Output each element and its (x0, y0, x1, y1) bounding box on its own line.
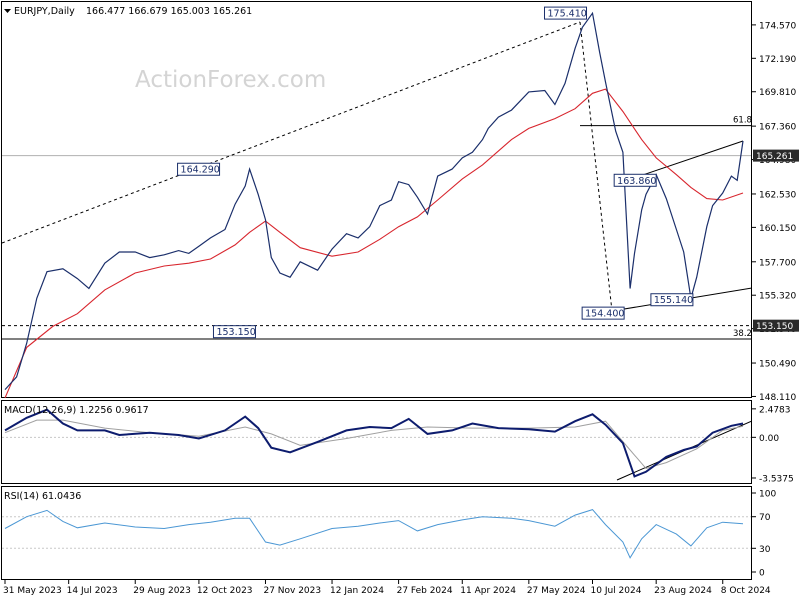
price-line (4, 11, 744, 391)
price-tick-label: 162.530 (759, 190, 796, 200)
x-tick-label: 12 Jan 2024 (330, 586, 384, 596)
x-tick-label: 23 Aug 2024 (654, 586, 712, 596)
price-annotation-box (581, 306, 625, 320)
fib-retracement-line (579, 21, 613, 312)
price-tick-label: 172.190 (759, 55, 796, 65)
watermark: ActionForex.com (135, 67, 326, 93)
header: EURJPY,Daily 166.477 166.679 165.003 165… (4, 6, 252, 17)
macd-pane-frame (1, 400, 752, 484)
x-tick-label: 11 Apr 2024 (460, 586, 516, 596)
macd-y-axis: 2.4783 0.00 -3.5375 (752, 405, 794, 484)
rsi-tick-label: 100 (759, 490, 776, 500)
price-annotation-label: 153.150 (216, 327, 255, 338)
price-annotation-label: 164.290 (181, 165, 220, 176)
current-price-marker (753, 149, 799, 162)
price-y-axis: 174.570172.190169.810167.360164.980162.5… (2, 21, 799, 403)
rsi-tick-label: 70 (759, 513, 771, 523)
macd-title: MACD(12,26,9) 1.2256 0.9617 (4, 405, 149, 416)
x-tick-label: 27 Nov 2023 (263, 586, 321, 596)
support-price-marker (753, 319, 799, 332)
x-tick-label: 31 May 2023 (3, 586, 62, 596)
rsi-y-axis: 100 70 30 0 (752, 490, 776, 579)
price-tick-label: 167.360 (759, 123, 796, 133)
price-annotation-label: 175.410 (548, 9, 587, 20)
macd-line (4, 408, 744, 478)
price-levels (2, 125, 751, 340)
price-pane-frame (1, 1, 752, 398)
current-price-label: 165.261 (756, 152, 793, 162)
upper-channel-line (1, 21, 581, 244)
fib-level-label: 61.8 (733, 116, 752, 126)
price-annotation-label: 163.860 (617, 176, 656, 187)
time-x-axis: 31 May 2023 14 Jul 2023 29 Aug 2023 12 Oct … (3, 580, 771, 596)
x-tick-label: 14 Jul 2023 (67, 586, 118, 596)
fib-level-label: 38.2 (733, 329, 752, 339)
price-tick-label: 169.810 (759, 88, 796, 98)
x-tick-label: 10 Jul 2024 (591, 586, 642, 596)
price-tick-label: 155.320 (759, 292, 796, 302)
price-tick-label: 157.700 (759, 258, 796, 268)
macd-tick-label: 2.4783 (759, 405, 791, 415)
rsi-tick-label: 0 (759, 569, 765, 579)
x-tick-label: 27 Feb 2024 (397, 586, 453, 596)
dropdown-triangle-icon[interactable] (4, 9, 11, 13)
price-annotation-box (212, 325, 256, 339)
rsi-tick-label: 30 (759, 545, 771, 555)
x-tick-label: 27 May 2024 (527, 586, 586, 596)
price-tick-label: 174.570 (759, 21, 796, 31)
price-tick-label: 148.110 (759, 393, 796, 403)
symbol-label: EURJPY,Daily (14, 6, 75, 17)
price-annotation-label: 155.140 (654, 295, 693, 306)
ohlc-values: 166.477 166.679 165.003 165.261 (86, 6, 252, 17)
macd-tick-label: -3.5375 (759, 474, 794, 484)
macd-tick-label: 0.00 (759, 434, 779, 444)
rsi-title: RSI(14) 61.0436 (4, 491, 81, 502)
price-annotation-box (613, 173, 657, 187)
x-tick-label: 29 Aug 2023 (133, 586, 191, 596)
price-annotations: 175.410 164.290 163.860 153.150 154.400 155.1… (177, 6, 752, 339)
support-price-label: 153.150 (756, 322, 793, 332)
rsi-pane-frame (1, 486, 752, 580)
x-tick-label: 12 Oct 2023 (197, 586, 253, 596)
price-annotation-box (544, 6, 588, 20)
price-annotation-box (177, 162, 221, 176)
price-tick-label: 160.150 (759, 224, 796, 234)
rsi-line (4, 509, 744, 559)
x-tick-label: 8 Oct 2024 (721, 586, 771, 596)
price-annotation-label: 154.400 (585, 309, 624, 320)
moving-average-line (4, 88, 744, 398)
price-annotation-box (650, 293, 694, 307)
price-tick-label: 150.490 (759, 360, 796, 370)
